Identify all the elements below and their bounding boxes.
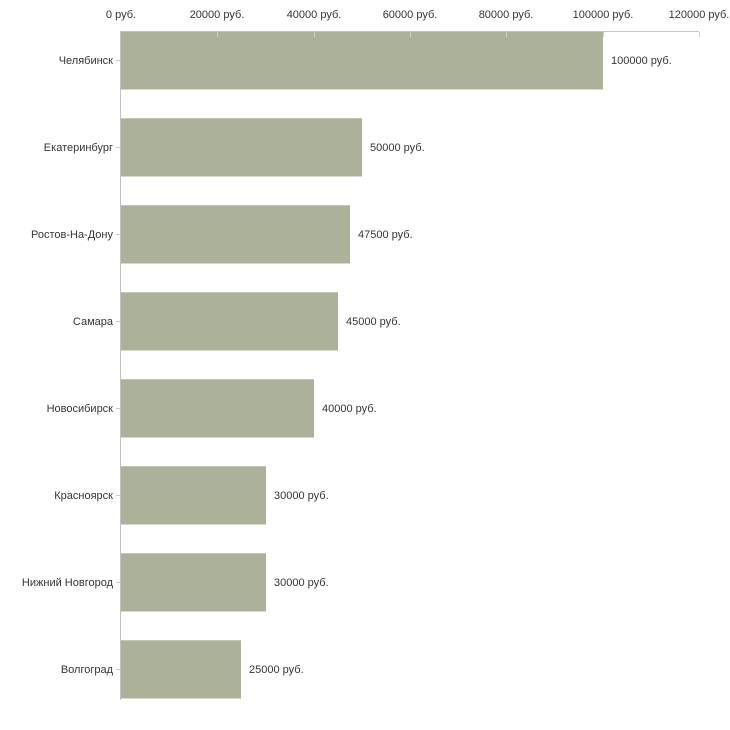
x-axis-tick-label: 0 руб. [105, 9, 137, 21]
category-label: Волгоград [60, 663, 113, 676]
y-axis-tickmark [116, 147, 121, 148]
category-label: Екатеринбург [43, 141, 113, 154]
x-axis-tickmark [314, 32, 315, 37]
bar-value-label: 45000 руб. [346, 315, 401, 328]
bar-row: Нижний Новгород 30000 руб. [0, 541, 730, 628]
bar-value-label: 100000 руб. [611, 54, 672, 67]
category-label: Красноярск [54, 489, 113, 502]
bar-row: Самара 45000 руб. [0, 280, 730, 367]
bar-row: Ростов-На-Дону 47500 руб. [0, 193, 730, 280]
y-axis-tickmark [116, 408, 121, 409]
y-axis-tickmark [116, 321, 121, 322]
bar-value-label: 47500 руб. [358, 228, 413, 241]
bar-row: Екатеринбург 50000 руб. [0, 106, 730, 193]
bar [121, 118, 362, 177]
bar [121, 553, 266, 612]
bar [121, 205, 350, 264]
bar-value-label: 40000 руб. [322, 402, 377, 415]
category-label: Нижний Новгород [21, 576, 113, 589]
bar [121, 292, 338, 351]
category-label: Самара [72, 315, 113, 328]
x-axis-tickmark [506, 32, 507, 37]
bar-value-label: 25000 руб. [249, 663, 304, 676]
bar-row: Волгоград 25000 руб. [0, 628, 730, 715]
bar-value-label: 30000 руб. [274, 576, 329, 589]
bar-value-label: 50000 руб. [370, 141, 425, 154]
bar-row: Челябинск 100000 руб. [0, 19, 730, 106]
y-axis-tickmark [116, 234, 121, 235]
bar [121, 379, 314, 438]
bar [121, 466, 266, 525]
x-axis-tickmark [603, 32, 604, 37]
bar-value-label: 30000 руб. [274, 489, 329, 502]
category-label: Ростов-На-Дону [30, 228, 113, 241]
category-label: Новосибирск [46, 402, 113, 415]
x-axis-tickmark [217, 32, 218, 37]
bar-rows: Челябинск 100000 руб. Екатеринбург 50000… [0, 19, 730, 715]
x-axis-tick-label: 60000 руб. [382, 9, 438, 21]
y-axis-tickmark [116, 669, 121, 670]
bar-row: Новосибирск 40000 руб. [0, 367, 730, 454]
y-axis-tickmark [116, 495, 121, 496]
bar-row: Красноярск 30000 руб. [0, 454, 730, 541]
bar [121, 31, 603, 90]
x-axis-tickmark [699, 32, 700, 37]
x-axis-tick-label: 80000 руб. [478, 9, 534, 21]
y-axis-tickmark [116, 582, 121, 583]
x-axis-tick-label: 40000 руб. [286, 9, 342, 21]
y-axis-tickmark [116, 60, 121, 61]
bar [121, 640, 241, 699]
category-label: Челябинск [58, 54, 113, 67]
x-axis-tick-label: 20000 руб. [189, 9, 245, 21]
x-axis-tickmark [410, 32, 411, 37]
x-axis-tick-label: 120000 руб. [668, 9, 730, 21]
x-axis-tick-label: 100000 руб. [572, 9, 634, 21]
